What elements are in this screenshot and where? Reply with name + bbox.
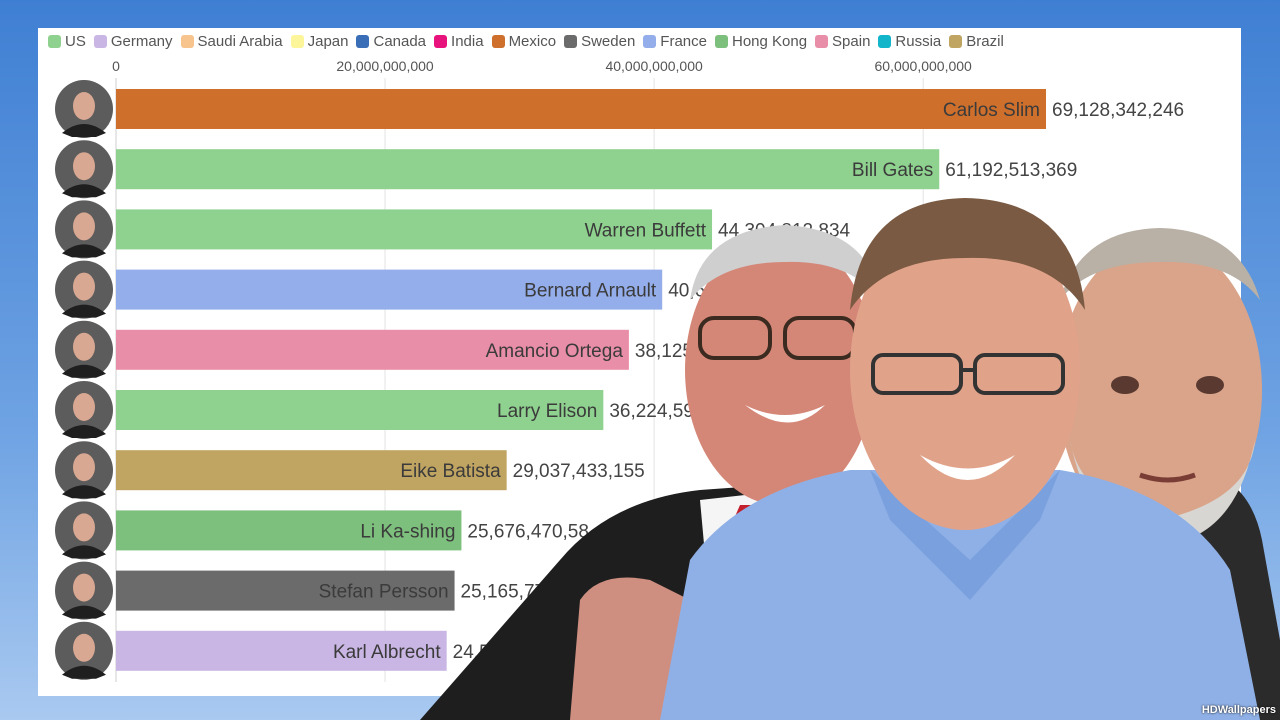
legend-item-sweden[interactable]: Sweden bbox=[564, 33, 635, 50]
legend-item-germany[interactable]: Germany bbox=[93, 32, 173, 50]
x-tick-label: 60,000,000,000 bbox=[875, 58, 973, 74]
watermark: HDWallpapers bbox=[1201, 704, 1276, 716]
legend-item-brazil[interactable]: Brazil bbox=[949, 33, 1004, 50]
bar-value-label: 61,192,513,369 bbox=[945, 160, 1077, 181]
legend-swatch bbox=[564, 34, 578, 48]
legend-swatch bbox=[643, 34, 657, 48]
bar bbox=[116, 329, 629, 370]
avatar bbox=[55, 80, 113, 138]
legend-swatch bbox=[878, 34, 892, 48]
bar bbox=[116, 450, 507, 491]
legend-item-france[interactable]: France bbox=[643, 33, 707, 50]
bar bbox=[116, 570, 455, 611]
legend-label: Brazil bbox=[966, 32, 1004, 50]
person-photo-center bbox=[660, 198, 1260, 720]
bar-name-label: Larry Elison bbox=[497, 401, 597, 422]
legend-swatch bbox=[949, 34, 963, 48]
legend-item-mexico[interactable]: Mexico bbox=[491, 32, 557, 50]
avatar bbox=[55, 501, 113, 560]
legend-label: Japan bbox=[307, 32, 349, 50]
x-tick-label: 20,000,000,000 bbox=[336, 58, 434, 74]
legend-item-russia[interactable]: Russia bbox=[878, 33, 941, 50]
legend-swatch bbox=[491, 34, 505, 48]
legend-item-saudi-arabia[interactable]: Saudi Arabia bbox=[180, 32, 283, 50]
legend-label: Hong Kong bbox=[731, 32, 808, 50]
legend-label: Canada bbox=[373, 32, 427, 50]
legend-swatch bbox=[180, 34, 194, 48]
bar-name-label: Carlos Slim bbox=[943, 100, 1040, 121]
bar bbox=[116, 390, 604, 430]
legend-item-us[interactable]: US bbox=[48, 33, 86, 50]
avatar bbox=[55, 200, 113, 259]
legend-item-hong-kong[interactable]: Hong Kong bbox=[714, 32, 808, 50]
bar-value-label: 36,224,598 bbox=[609, 401, 704, 422]
bar-name-label: Bill Gates bbox=[852, 160, 933, 181]
x-tick-label: 40,000,000,000 bbox=[605, 58, 703, 74]
bar-name-label: Amancio Ortega bbox=[486, 341, 624, 362]
avatar bbox=[55, 561, 113, 620]
legend-swatch bbox=[434, 34, 448, 48]
legend-swatch bbox=[815, 34, 829, 48]
bar-value-label: 25,676,470,58 bbox=[467, 521, 589, 542]
legend-label: Germany bbox=[110, 32, 173, 50]
legend-label: Spain bbox=[832, 32, 871, 50]
legend: US Germany Saudi Arabia Japan Canada India Mex… bbox=[48, 31, 1012, 51]
legend-swatch bbox=[714, 34, 728, 48]
legend-item-india[interactable]: India bbox=[434, 33, 484, 50]
legend-item-japan[interactable]: Japan bbox=[290, 32, 349, 50]
bar bbox=[116, 89, 1046, 129]
bar-name-label: Karl Albrecht bbox=[333, 642, 441, 663]
avatar bbox=[55, 381, 113, 439]
legend-swatch bbox=[93, 34, 107, 48]
avatar bbox=[55, 441, 113, 500]
bar bbox=[116, 209, 713, 250]
bar bbox=[116, 149, 940, 190]
legend-swatch bbox=[356, 34, 370, 48]
legend-label: Sweden bbox=[581, 32, 636, 50]
bar-name-label: Eike Batista bbox=[400, 461, 501, 482]
x-tick-label: 0 bbox=[112, 58, 120, 74]
legend-label: Saudi Arabia bbox=[197, 32, 283, 50]
bar bbox=[116, 630, 447, 671]
legend-swatch bbox=[48, 34, 61, 48]
bar bbox=[116, 269, 663, 310]
legend-label: Mexico bbox=[508, 32, 557, 50]
legend-item-canada[interactable]: Canada bbox=[356, 33, 426, 50]
bar-value-label: 29,037,433,155 bbox=[513, 461, 645, 482]
legend-label: US bbox=[65, 32, 86, 50]
bar-value-label: 38,125 bbox=[635, 341, 693, 362]
avatar bbox=[55, 260, 113, 319]
avatar bbox=[55, 140, 113, 199]
legend-label: France bbox=[660, 32, 707, 50]
bar-name-label: Li Ka-shing bbox=[360, 521, 455, 542]
bar-name-label: Stefan Persson bbox=[319, 582, 449, 603]
avatar bbox=[55, 320, 113, 379]
bar-name-label: Bernard Arnault bbox=[524, 281, 657, 302]
avatar bbox=[55, 621, 113, 680]
bar-name-label: Warren Buffett bbox=[585, 220, 707, 241]
legend-label: India bbox=[451, 32, 484, 50]
legend-label: Russia bbox=[895, 32, 942, 50]
legend-item-spain[interactable]: Spain bbox=[815, 33, 870, 50]
bar-value-label: 69,128,342,246 bbox=[1052, 100, 1184, 121]
legend-swatch bbox=[290, 34, 304, 48]
bar bbox=[116, 510, 462, 551]
